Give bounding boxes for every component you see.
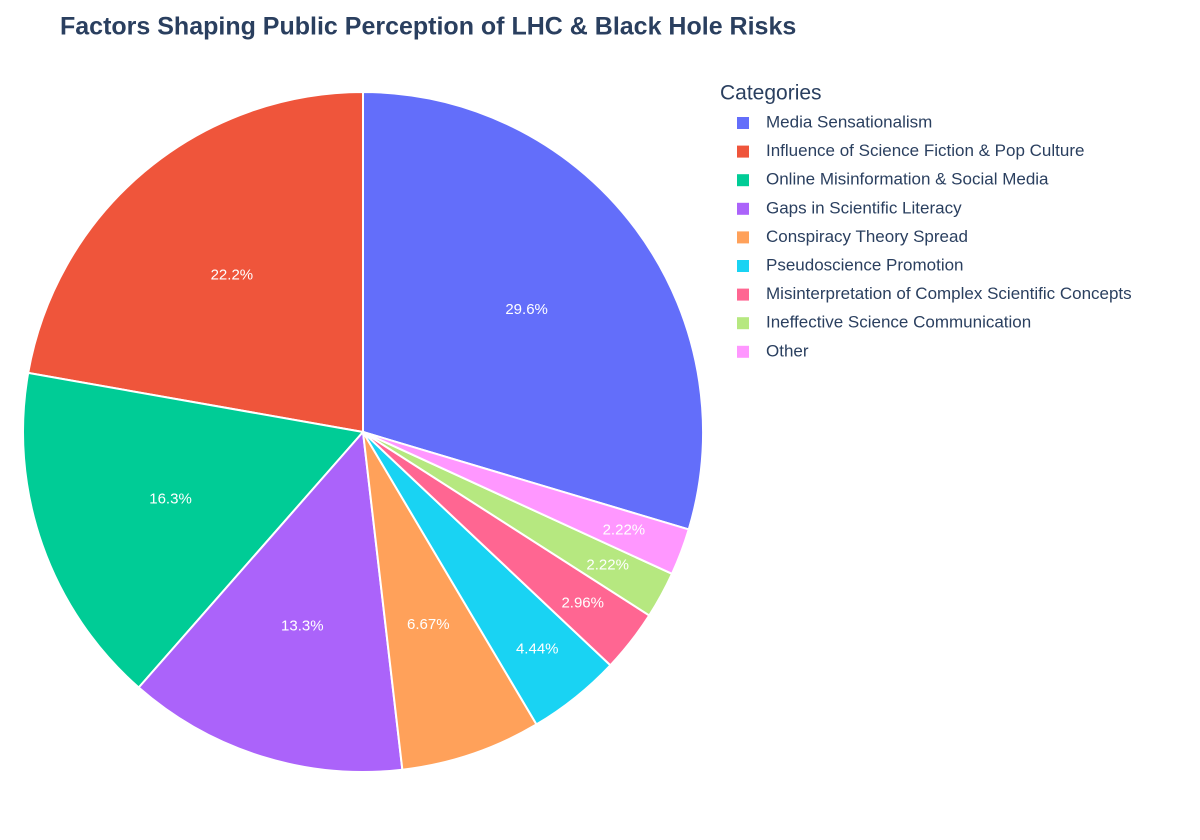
slice-label: 2.22% <box>586 557 629 574</box>
pie-slice <box>22 371 365 689</box>
pie-slice <box>362 90 704 531</box>
slice-label: 29.6% <box>505 301 548 318</box>
legend-swatch <box>737 288 749 301</box>
pie-slice <box>362 431 538 771</box>
legend-swatch <box>737 260 749 272</box>
slice-label: 13.3% <box>281 618 324 635</box>
legend-label: Influence of Science Fiction & Pop Cultu… <box>766 141 1084 160</box>
legend-label: Ineffective Science Communication <box>766 313 1031 332</box>
pie-slice <box>27 90 364 434</box>
chart-title: Factors Shaping Public Perception of LHC… <box>60 13 796 41</box>
legend-swatch <box>737 231 749 244</box>
pie-slice <box>137 429 404 773</box>
slice-label: 4.44% <box>516 641 559 658</box>
legend-label: Gaps in Scientific Literacy <box>766 198 962 217</box>
legend-swatch <box>737 202 749 215</box>
pie-slice <box>362 431 690 576</box>
slice-label: 16.3% <box>149 491 192 508</box>
legend-swatch <box>737 174 749 187</box>
legend-swatch <box>737 345 749 358</box>
legend-label: Online Misinformation & Social Media <box>766 170 1049 189</box>
legend-label: Misinterpretation of Complex Scientific … <box>766 284 1132 303</box>
legend-swatch <box>737 145 749 158</box>
slice-label: 22.2% <box>211 267 254 284</box>
legend-label: Conspiracy Theory Spread <box>766 227 968 246</box>
legend-label: Media Sensationalism <box>766 112 932 131</box>
legend-title: Categories <box>720 82 822 105</box>
legend-swatch <box>737 117 749 129</box>
legend-label: Other <box>766 341 809 360</box>
slice-label: 2.96% <box>561 595 604 612</box>
slice-label: 6.67% <box>407 616 450 633</box>
slice-label: 2.22% <box>603 521 646 538</box>
legend-label: Pseudoscience Promotion <box>766 255 964 274</box>
legend-swatch <box>737 317 749 330</box>
